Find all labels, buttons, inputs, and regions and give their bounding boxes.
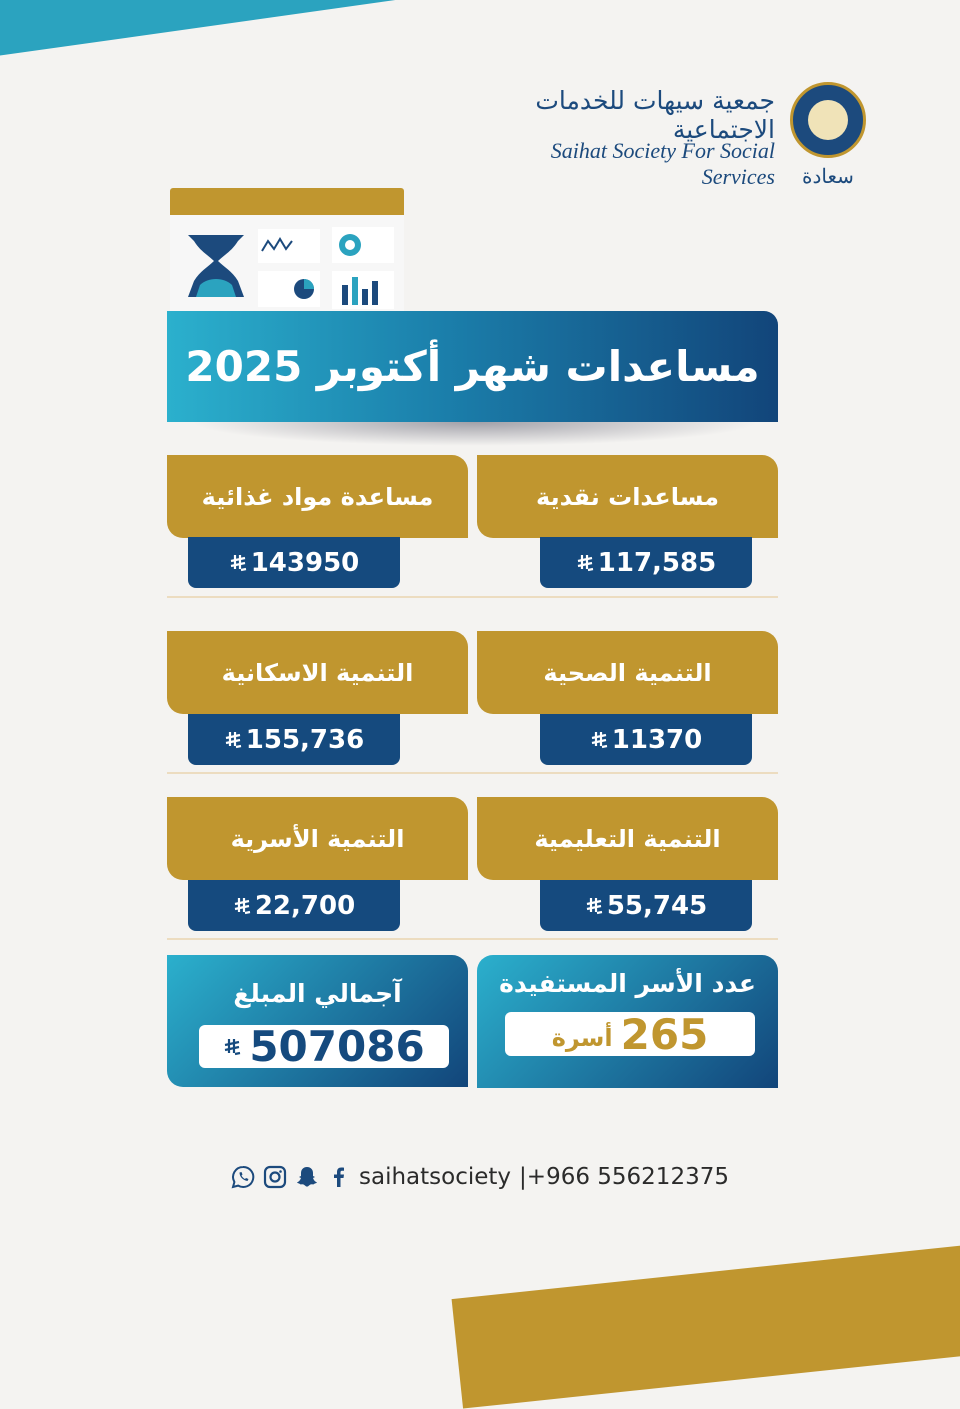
total-amount-card: آجمالي المبلغ 507086	[167, 955, 468, 1087]
families-label: عدد الأسر المستفيدة	[499, 969, 756, 998]
category-housing-label: التنمية الاسكانية	[167, 631, 468, 714]
decor-stripe-top	[0, 0, 591, 59]
saudi-riyal-icon	[225, 731, 241, 748]
saudi-riyal-icon	[230, 554, 246, 571]
illustration-header	[170, 188, 404, 215]
category-education-value: 55,745	[540, 880, 752, 931]
social-handle: saihatsociety	[359, 1164, 512, 1190]
families-card: عدد الأسر المستفيدة 265 أسرة	[477, 955, 778, 1088]
phone-number: |+966 556212375	[519, 1164, 729, 1190]
brand-tagline: سعادة	[802, 164, 854, 188]
category-health-value: 11370	[540, 714, 752, 765]
society-logo	[790, 82, 866, 158]
category-health-label: التنمية الصحية	[477, 631, 778, 714]
divider	[167, 772, 778, 774]
category-education-label: التنمية التعليمية	[477, 797, 778, 880]
category-food-label: مساعدة مواد غذائية	[167, 455, 468, 538]
page-title: مساعدات شهر أكتوبر 2025	[167, 311, 778, 422]
snapchat-icon[interactable]	[295, 1165, 319, 1189]
divider	[167, 938, 778, 940]
brand-name-en: Saihat Society For Social Services	[550, 138, 775, 189]
banner-shadow	[190, 422, 760, 446]
brand-name-ar: جمعية سيهات للخدمات الاجتماعية	[535, 86, 775, 144]
total-value: 507086	[249, 1022, 425, 1071]
decor-stripe-bottom	[451, 1240, 960, 1409]
hourglass-icon	[188, 235, 244, 297]
category-family-label: التنمية الأسرية	[167, 797, 468, 880]
instagram-icon[interactable]	[263, 1165, 287, 1189]
footer-contact: saihatsociety |+966 556212375	[0, 1164, 960, 1190]
category-food-value: 143950	[188, 537, 400, 588]
total-label: آجمالي المبلغ	[233, 979, 402, 1008]
saudi-riyal-icon	[234, 897, 251, 914]
category-cash-label: مساعدات نقدية	[477, 455, 778, 538]
whatsapp-icon[interactable]	[231, 1165, 255, 1189]
saudi-riyal-icon	[577, 554, 593, 571]
families-value: 265	[620, 1009, 709, 1059]
category-cash-value: 117,585	[540, 537, 752, 588]
dashboard-illustration	[170, 215, 404, 311]
families-unit: أسرة	[551, 1024, 613, 1052]
facebook-icon[interactable]	[327, 1165, 351, 1189]
saudi-riyal-icon	[591, 731, 607, 748]
category-family-value: 22,700	[188, 880, 400, 931]
category-housing-value: 155,736	[188, 714, 400, 765]
saudi-riyal-icon	[225, 1038, 241, 1055]
saudi-riyal-icon	[586, 897, 603, 914]
divider	[167, 596, 778, 598]
